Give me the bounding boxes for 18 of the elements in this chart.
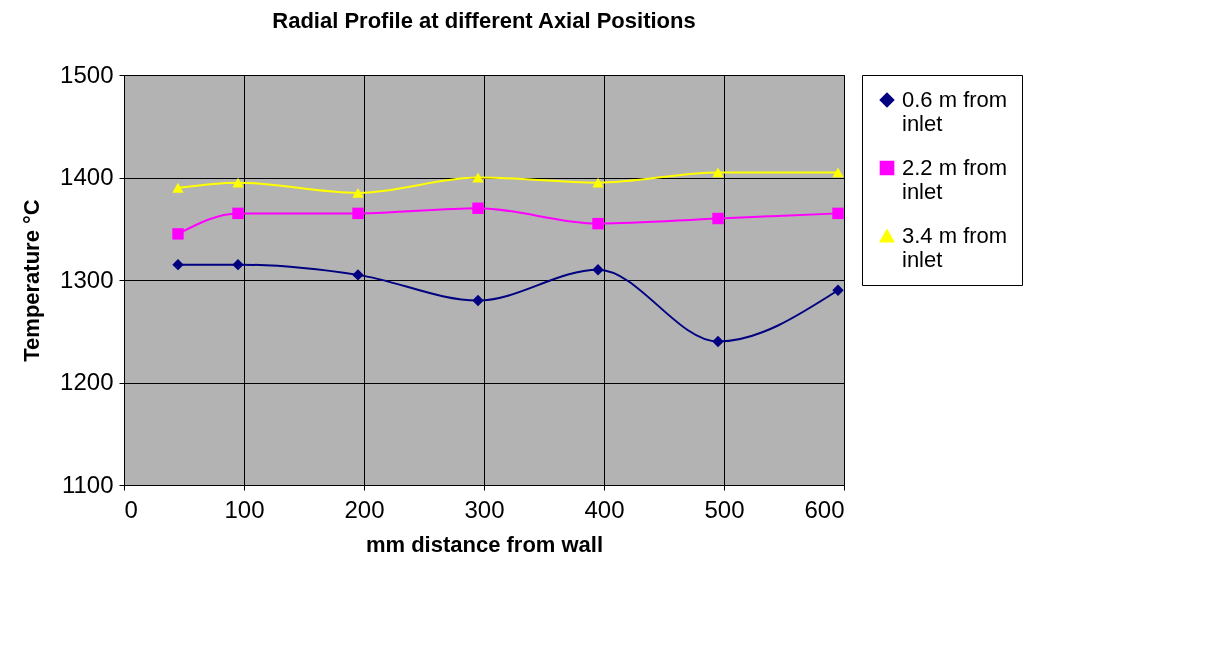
y-tick-label: 1200 [60,368,114,395]
x-tick-label: 400 [584,495,625,523]
y-tick-label: 1300 [60,265,114,293]
y-axis-title: Temperature °C [19,199,45,362]
x-tick-label: 200 [344,495,385,523]
x-tick-label: 600 [804,495,845,523]
x-tick-label: 300 [464,495,505,523]
y-tick-label: 1100 [61,470,114,498]
chart-title: Radial Profile at different Axial Positions [272,8,696,33]
legend-label: 3.4 m from inlet [902,223,1008,272]
legend-label: 2.2 m from inlet [902,155,1008,204]
x-axis-title: mm distance from wall [365,531,604,557]
x-tick-label: 100 [224,495,265,523]
y-tick-label: 1400 [60,163,114,190]
legend-label: 0.6 m from inlet [902,87,1008,136]
y-tick-label: 1500 [60,60,114,88]
x-tick-label: 0 [124,495,138,523]
x-tick-label: 500 [704,495,745,523]
